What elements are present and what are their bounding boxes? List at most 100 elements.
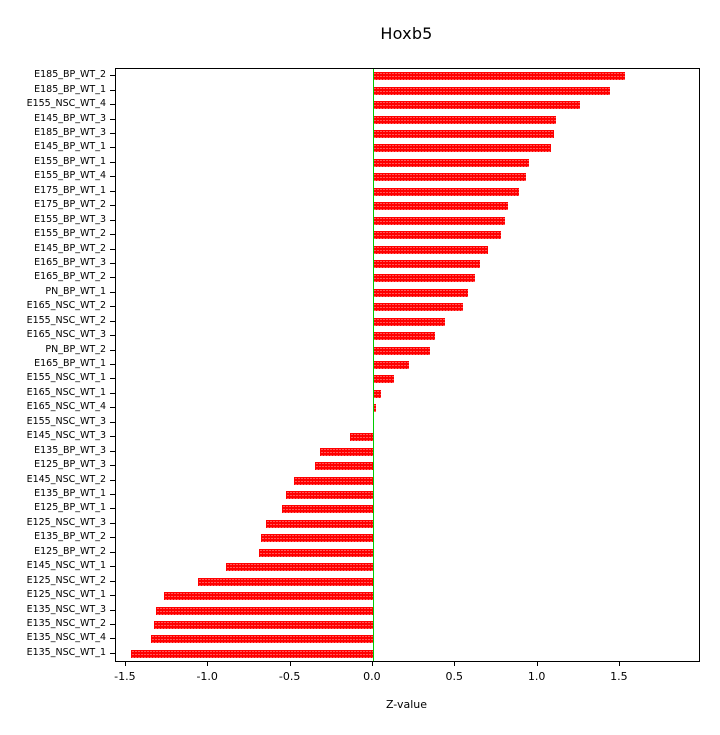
y-axis-label: E165_BP_WT_3 [34, 256, 106, 268]
y-axis-tick [110, 349, 115, 351]
y-axis-label: E145_NSC_WT_2 [26, 473, 106, 485]
y-axis-tick [110, 450, 115, 452]
y-axis-tick [110, 566, 115, 568]
y-axis-tick [110, 378, 115, 380]
y-axis-label: PN_BP_WT_2 [45, 343, 106, 355]
y-axis-label: E155_BP_WT_2 [34, 228, 106, 239]
y-axis-label: E155_BP_WT_3 [34, 213, 106, 225]
y-axis-label: E145_NSC_WT_3 [26, 430, 106, 442]
y-axis-label: E165_BP_WT_2 [34, 271, 106, 283]
bar [372, 72, 625, 81]
y-axis-tick [110, 104, 115, 106]
y-axis-tick [110, 291, 115, 293]
y-axis-label: E135_BP_WT_2 [34, 531, 106, 543]
y-axis-tick [110, 609, 115, 611]
y-axis-tick [110, 89, 115, 91]
y-axis-tick [110, 277, 115, 279]
y-axis-tick [110, 176, 115, 178]
y-axis-label: E175_BP_WT_1 [34, 184, 106, 196]
x-axis-tick [124, 661, 126, 666]
y-axis-tick [110, 638, 115, 640]
bar [282, 505, 373, 514]
y-axis-label: E125_NSC_WT_2 [26, 574, 106, 586]
bar [372, 259, 480, 268]
y-axis-label: E145_BP_WT_3 [34, 112, 106, 124]
y-axis-label: E145_BP_WT_2 [34, 242, 106, 254]
y-axis-tick [110, 537, 115, 539]
y-axis-label: E175_BP_WT_2 [34, 199, 106, 211]
y-axis-label: E135_NSC_WT_1 [26, 646, 106, 658]
y-axis-label: E135_NSC_WT_4 [26, 632, 106, 644]
y-axis-tick [110, 436, 115, 438]
y-axis-tick [110, 465, 115, 467]
y-axis-label: E155_BP_WT_4 [34, 170, 106, 182]
y-axis-tick [110, 75, 115, 77]
y-axis-tick [110, 623, 115, 625]
zero-reference-line [372, 69, 374, 661]
bar [372, 158, 530, 167]
bar [320, 447, 373, 456]
x-axis-tick [371, 661, 373, 666]
bar [372, 216, 505, 225]
chart-title: Hoxb5 [380, 24, 433, 43]
y-axis-tick [110, 407, 115, 409]
bar [372, 115, 556, 124]
y-axis-label: E165_NSC_WT_4 [26, 401, 106, 413]
plot-area [115, 68, 700, 662]
bar [372, 389, 382, 398]
bar [372, 317, 446, 326]
bar [163, 592, 373, 600]
y-axis-label: E185_BP_WT_1 [34, 83, 106, 95]
bar [372, 245, 489, 254]
x-axis-tick-label: 1.0 [527, 670, 546, 683]
bar [372, 346, 431, 355]
y-axis-label: E165_NSC_WT_2 [26, 300, 106, 312]
y-axis-label: E125_NSC_WT_1 [26, 589, 106, 600]
x-axis-tick [289, 661, 291, 666]
bar [372, 187, 520, 196]
y-axis-label: E155_NSC_WT_3 [26, 415, 106, 427]
y-axis-tick [110, 161, 115, 163]
y-axis-tick [110, 580, 115, 582]
y-axis-tick [110, 118, 115, 120]
y-axis-tick [110, 219, 115, 221]
y-axis-tick [110, 522, 115, 524]
y-axis-label: E135_BP_WT_1 [34, 488, 106, 499]
y-axis-tick [110, 147, 115, 149]
bar [259, 548, 373, 557]
x-axis-tick-label: -0.5 [278, 670, 301, 683]
bar [372, 361, 410, 369]
x-axis-tick-label: 0.5 [445, 670, 464, 683]
y-axis-label: E165_BP_WT_1 [34, 358, 106, 369]
y-axis-tick [110, 190, 115, 192]
y-axis-label: E135_NSC_WT_3 [26, 603, 106, 615]
bar [130, 649, 373, 658]
y-axis-label: E125_BP_WT_1 [34, 502, 106, 514]
y-axis-label: E125_BP_WT_3 [34, 459, 106, 471]
x-axis-tick-label: 0.0 [363, 670, 381, 683]
bar [372, 144, 551, 153]
y-axis-label: E185_BP_WT_3 [34, 127, 106, 138]
bar [265, 519, 373, 528]
bar [372, 288, 469, 297]
y-axis-label: E185_BP_WT_2 [34, 69, 106, 81]
y-axis-tick [110, 494, 115, 495]
x-axis-tick [207, 661, 209, 666]
y-axis-tick [110, 335, 115, 337]
y-axis-label: E135_BP_WT_3 [34, 444, 106, 456]
x-axis-tick [454, 661, 456, 666]
bar [372, 173, 527, 182]
y-axis-label: E145_BP_WT_1 [34, 141, 106, 153]
bar [260, 534, 373, 543]
y-axis-tick [110, 262, 115, 264]
bar [372, 231, 502, 239]
x-axis-title: Z-value [385, 698, 428, 711]
y-axis-tick [110, 652, 115, 654]
y-axis-tick [110, 364, 115, 365]
bar [226, 563, 373, 572]
bar [155, 606, 373, 615]
y-axis-label: E145_NSC_WT_1 [26, 560, 106, 572]
bar [372, 332, 436, 341]
bar [372, 130, 555, 138]
y-axis-label: E125_BP_WT_2 [34, 545, 106, 557]
